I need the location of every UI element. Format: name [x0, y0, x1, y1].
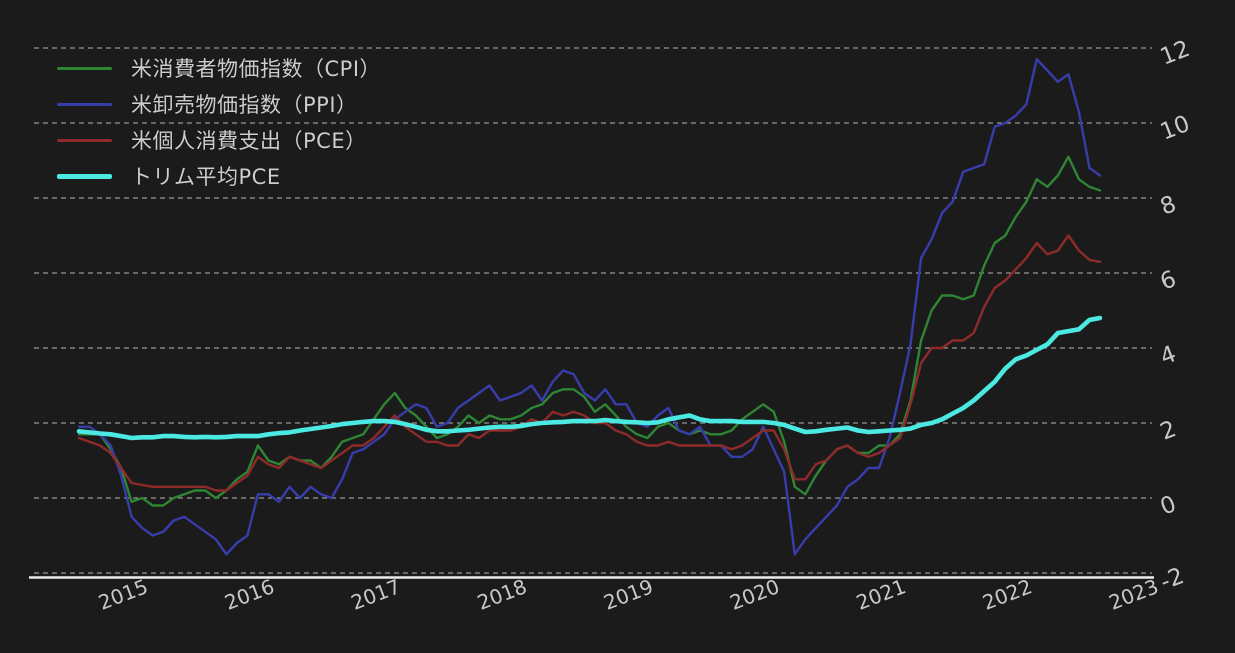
x-tick-label-2020: 2020 — [727, 574, 783, 615]
legend-label-pce: 米個人消費支出（PCE） — [131, 129, 367, 153]
x-tick-label-2015: 2015 — [95, 574, 151, 615]
y-tick-label--2: -2 — [1157, 563, 1188, 595]
x-tick-label-2023: 2023 — [1106, 574, 1162, 615]
legend-label-ppi: 米卸売物価指数（PPI） — [131, 93, 358, 117]
series-line-0 — [77, 155, 1102, 507]
y-tick-label-6: 6 — [1157, 266, 1180, 296]
series-line-1 — [77, 58, 1102, 556]
y-tick-label-10: 10 — [1157, 111, 1194, 146]
legend: 米消費者物価指数（CPI） 米卸売物価指数（PPI） 米個人消費支出（PCE） … — [57, 50, 381, 194]
y-tick-label-4: 4 — [1157, 341, 1180, 371]
pce-line-swatch-icon — [57, 138, 112, 142]
legend-item-trimmed-pce: トリム平均PCE — [57, 158, 381, 194]
x-tick-label-2018: 2018 — [474, 574, 530, 615]
y-tick-label-0: 0 — [1157, 491, 1180, 521]
trimmed-pce-line-swatch-icon — [57, 173, 112, 179]
legend-item-pce: 米個人消費支出（PCE） — [57, 122, 381, 158]
series-line-3 — [76, 315, 1103, 441]
y-tick-label-8: 8 — [1157, 191, 1180, 221]
legend-label-cpi: 米消費者物価指数（CPI） — [131, 57, 382, 81]
legend-item-ppi: 米卸売物価指数（PPI） — [57, 86, 381, 122]
legend-label-trimmed-pce: トリム平均PCE — [131, 165, 281, 189]
cpi-line-swatch-icon — [57, 66, 112, 70]
x-tick-label-2021: 2021 — [853, 574, 909, 615]
x-tick-label-2019: 2019 — [600, 574, 656, 615]
series-line-2 — [77, 234, 1102, 492]
x-tick-label-2017: 2017 — [348, 574, 404, 615]
ppi-line-swatch-icon — [57, 102, 112, 106]
x-tick-label-2016: 2016 — [221, 574, 277, 615]
x-tick-label-2022: 2022 — [979, 574, 1035, 615]
y-tick-label-12: 12 — [1157, 36, 1194, 71]
y-tick-label-2: 2 — [1157, 416, 1180, 446]
legend-item-cpi: 米消費者物価指数（CPI） — [57, 50, 381, 86]
